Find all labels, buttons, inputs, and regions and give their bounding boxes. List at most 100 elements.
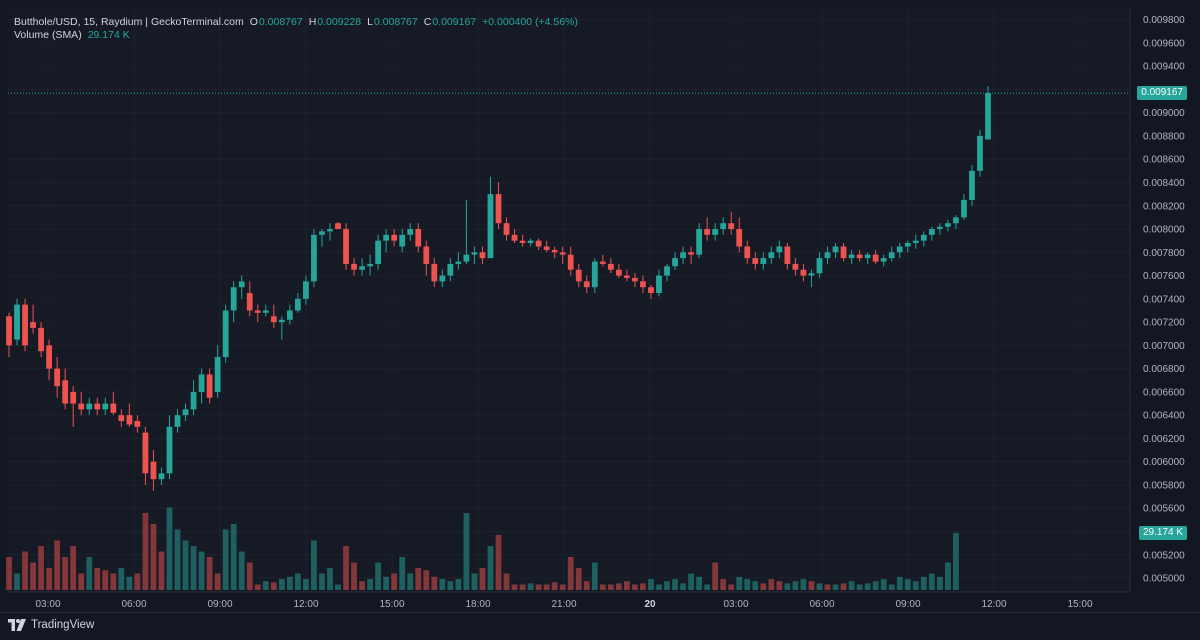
volume-bar — [624, 581, 630, 590]
volume-bar — [102, 570, 109, 590]
candle-body — [182, 409, 189, 416]
volume-bar — [912, 581, 919, 590]
candle-body — [856, 254, 863, 259]
volume-bar — [944, 562, 951, 590]
volume-bar — [447, 581, 454, 590]
volume-bar — [463, 513, 470, 590]
volume-bar — [896, 576, 903, 590]
volume-bar — [391, 573, 398, 590]
candle-body — [134, 420, 141, 427]
candle-body — [816, 258, 823, 274]
candle-body — [286, 310, 293, 320]
candle-body — [527, 240, 534, 243]
y-tick-label: 0.008200 — [1143, 201, 1185, 212]
volume-bar — [14, 573, 20, 590]
volume-bar — [327, 568, 333, 590]
candle-body — [94, 403, 101, 410]
volume-bar — [22, 551, 28, 590]
volume-bar — [190, 546, 197, 590]
low-label: L — [367, 16, 373, 28]
volume-bar — [238, 551, 245, 590]
candle-body — [720, 223, 727, 230]
volume-bar — [816, 583, 823, 590]
volume-bar — [174, 529, 181, 590]
high-value: 0.009228 — [317, 16, 362, 28]
y-tick-label: 0.009400 — [1143, 62, 1185, 73]
candle-body — [383, 234, 390, 241]
volume-bar — [575, 568, 582, 590]
candle-body — [102, 403, 109, 410]
volume-bar — [487, 546, 494, 590]
volume-label[interactable]: Volume (SMA) — [14, 29, 82, 41]
y-tick-label: 0.007200 — [1143, 318, 1185, 329]
candle-body — [511, 234, 518, 241]
volume-bar — [206, 557, 213, 590]
volume-bar — [712, 562, 719, 590]
candle-body — [246, 293, 253, 311]
volume-bar — [808, 581, 815, 590]
x-tick-label: 20 — [644, 599, 656, 610]
volume-bar — [543, 584, 550, 590]
volume-bar — [583, 581, 590, 590]
volume-bar — [78, 573, 85, 590]
volume-legend: Volume (SMA) 29.174 K — [14, 29, 130, 41]
volume-bar — [872, 581, 879, 590]
candle-body — [640, 281, 646, 288]
volume-bar — [230, 524, 237, 590]
volume-bar — [46, 568, 53, 590]
candle-body — [214, 357, 221, 392]
candle-body — [118, 415, 125, 421]
volume-bar — [198, 551, 205, 590]
high-label: H — [308, 16, 317, 28]
candle-body — [54, 368, 61, 387]
candle-body — [808, 273, 815, 276]
candle-body — [22, 304, 28, 346]
open-value: 0.008767 — [258, 16, 303, 28]
volume-bar — [607, 584, 614, 590]
candle-body — [30, 322, 36, 328]
y-tick-label: 0.006200 — [1143, 434, 1185, 445]
candle-body — [832, 246, 839, 253]
candle-body — [624, 275, 630, 278]
candle-body — [110, 403, 117, 413]
volume-value: 29.174 K — [87, 29, 130, 41]
candle-body — [969, 170, 975, 200]
candle-body — [632, 277, 638, 282]
close-value: 0.009167 — [432, 16, 477, 28]
y-tick-label: 0.005200 — [1143, 550, 1185, 561]
volume-bar — [431, 576, 438, 590]
y-tick-label: 0.009000 — [1143, 108, 1185, 119]
candle-body — [760, 258, 767, 264]
x-tick-label: 03:00 — [723, 599, 748, 610]
symbol-title[interactable]: Butthole/USD, 15, Raydium | GeckoTermina… — [14, 16, 244, 28]
candle-body — [222, 310, 229, 358]
volume-bar — [688, 573, 694, 590]
candle-body — [519, 240, 526, 243]
y-tick-label: 0.007600 — [1143, 271, 1185, 282]
volume-bar — [166, 507, 173, 590]
tradingview-branding[interactable]: TradingView — [8, 619, 94, 631]
candle-body — [824, 252, 831, 259]
x-tick-label: 21:00 — [551, 599, 576, 610]
volume-bar — [246, 562, 253, 590]
volume-bar — [696, 576, 703, 590]
volume-bar — [567, 557, 574, 590]
candle-body — [936, 226, 943, 230]
candle-body — [311, 234, 317, 282]
y-tick-label: 0.008600 — [1143, 155, 1185, 166]
y-tick-label: 0.005000 — [1143, 574, 1185, 585]
volume-bar — [375, 562, 382, 590]
x-tick-label: 15:00 — [1067, 599, 1092, 610]
candle-body — [848, 254, 855, 259]
candle-body — [744, 246, 751, 259]
volume-bar — [110, 573, 117, 590]
x-tick-label: 12:00 — [293, 599, 318, 610]
candle-body — [62, 380, 69, 404]
volume-bar — [126, 576, 133, 590]
candle-body — [166, 426, 173, 474]
candle-body — [431, 263, 438, 282]
candle-body — [463, 254, 470, 262]
volume-bar — [479, 568, 486, 590]
